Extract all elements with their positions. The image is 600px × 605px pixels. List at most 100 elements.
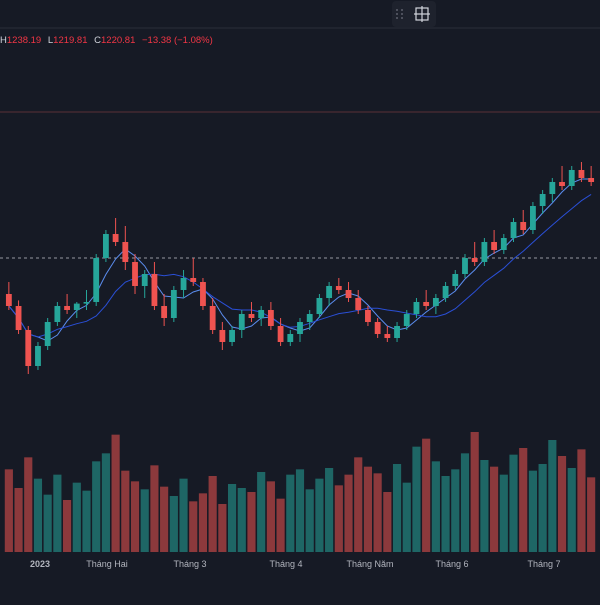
volume-bar xyxy=(227,484,237,552)
high-label: H xyxy=(0,35,7,46)
volume-bar xyxy=(63,500,72,552)
candle-body xyxy=(161,306,168,318)
volume-bar xyxy=(169,496,178,552)
x-tick-label: Tháng Năm xyxy=(346,559,393,569)
volume-bar xyxy=(577,449,586,552)
candle-body xyxy=(442,286,449,298)
x-tick-label: Tháng 3 xyxy=(173,559,206,569)
volume-bar xyxy=(276,498,285,552)
candle-body xyxy=(520,222,527,230)
volume-bar xyxy=(431,461,440,552)
volume-bar xyxy=(441,476,450,552)
candle-body xyxy=(500,238,507,250)
volume-bar xyxy=(247,492,256,552)
candle-body xyxy=(578,170,585,178)
volume-bar xyxy=(402,482,411,552)
volume-bar xyxy=(373,473,382,552)
candle-body xyxy=(229,330,235,342)
candle-body xyxy=(335,286,342,290)
candle-body xyxy=(122,242,129,262)
candle-body xyxy=(530,206,536,230)
volume-bar xyxy=(53,474,62,552)
time-axis: 2023 Tháng Hai Tháng 3 Tháng 4 Tháng Năm Thán… xyxy=(30,559,561,569)
candle-body xyxy=(452,274,459,286)
candle-body xyxy=(413,302,420,314)
volume-bar xyxy=(189,501,198,552)
volume-bar xyxy=(111,434,120,552)
volume-bar xyxy=(499,474,508,552)
candle-body xyxy=(132,262,138,286)
volume-bar xyxy=(160,486,169,552)
volume-bar xyxy=(4,469,13,552)
volume-bar xyxy=(121,470,130,552)
volume-bar xyxy=(150,465,159,552)
candle-body xyxy=(200,282,206,306)
candle-body xyxy=(384,334,391,338)
candle-body xyxy=(510,222,517,238)
volume-bar xyxy=(519,448,528,552)
candle-body xyxy=(102,234,109,258)
volume-bar xyxy=(480,460,489,552)
volume-bar xyxy=(344,474,353,552)
volume-bar xyxy=(266,481,275,552)
candle-body xyxy=(44,322,51,346)
candle-body xyxy=(326,286,333,298)
candle-body xyxy=(365,310,371,322)
candle-body xyxy=(170,290,177,318)
volume-bar xyxy=(33,478,43,552)
volume-bar xyxy=(24,457,33,552)
candle-body xyxy=(238,314,245,330)
candle-body xyxy=(35,346,41,366)
high-value: 1238.19 xyxy=(6,35,42,46)
candle-body xyxy=(267,310,274,326)
volume-bar xyxy=(528,470,537,552)
volume-bar xyxy=(92,461,101,552)
volume-bar xyxy=(451,469,460,552)
candle-body xyxy=(258,310,265,318)
volume-bar xyxy=(538,464,547,552)
candle-body xyxy=(5,294,12,306)
candle-body xyxy=(54,306,61,322)
candle-body xyxy=(277,326,284,342)
volume-bar xyxy=(383,492,392,552)
volume-bar xyxy=(363,466,373,552)
x-tick-label: 2023 xyxy=(30,559,50,569)
candle-body xyxy=(316,298,323,314)
candle-body xyxy=(15,306,22,330)
volume-bar xyxy=(470,432,479,552)
volume-bar xyxy=(325,468,334,552)
x-tick-label: Tháng Hai xyxy=(86,559,128,569)
volume-bar xyxy=(315,478,324,552)
volume-bar xyxy=(82,490,91,552)
close-label: C xyxy=(94,35,102,46)
floating-toolbar[interactable] xyxy=(392,1,436,27)
volume-bar xyxy=(14,488,23,552)
candle-body xyxy=(306,314,313,322)
volume-bar xyxy=(422,438,431,552)
candle-body xyxy=(374,322,381,334)
ohlc-legend: H1238.19 L1219.81 C1220.81 −13.38 (−1.08… xyxy=(0,35,213,46)
volume-bar xyxy=(101,453,110,552)
candle-body xyxy=(394,326,400,338)
candle-body xyxy=(25,330,32,366)
candle-body xyxy=(568,170,575,186)
candle-body xyxy=(141,274,148,286)
volume-bar xyxy=(490,466,499,552)
x-tick-label: Tháng 4 xyxy=(269,559,302,569)
low-value: 1219.81 xyxy=(53,35,88,46)
volume-bar xyxy=(286,474,295,552)
volume-bar xyxy=(412,446,421,552)
candle-body xyxy=(209,306,216,330)
candle-body xyxy=(287,334,294,342)
candles xyxy=(5,162,595,374)
candle-body xyxy=(403,314,410,326)
volume-bar xyxy=(354,457,363,552)
volume-bar xyxy=(179,478,188,552)
volume-bar xyxy=(208,476,217,552)
change-value: −13.38 (−1.08%) xyxy=(142,35,213,46)
candle-body xyxy=(219,330,226,342)
crosshair-square-icon[interactable] xyxy=(414,6,430,22)
drag-handle-icon[interactable] xyxy=(396,7,406,21)
